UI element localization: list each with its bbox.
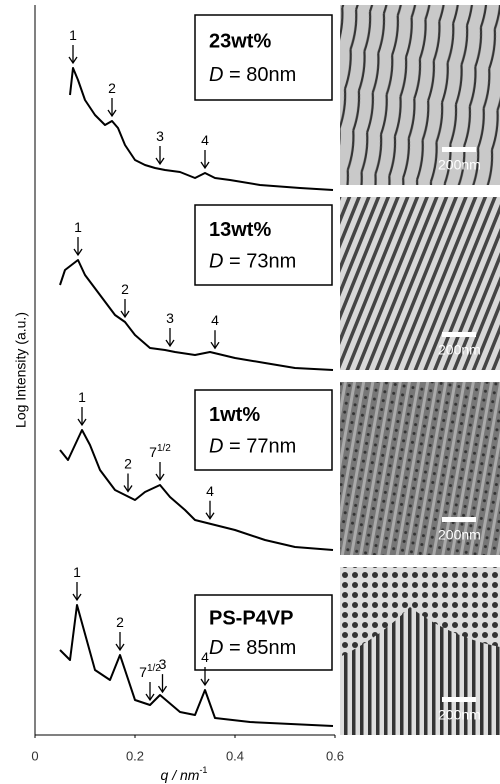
peak-label: 4 xyxy=(201,132,209,148)
spacing-symbol: D xyxy=(209,251,223,273)
peak-label-text: 2 xyxy=(121,281,129,297)
peak-arrowhead xyxy=(120,310,130,319)
scale-bar-label: 200nm xyxy=(438,157,481,173)
peak-label: 2 xyxy=(121,281,129,297)
peak-label-text: 1 xyxy=(78,389,86,405)
micrograph xyxy=(340,197,500,370)
y-axis-label: Log Intensity (a.u.) xyxy=(13,312,29,428)
peak-label: 4 xyxy=(201,649,209,665)
peak-label: 3 xyxy=(166,310,174,326)
peak-label-text: 7 xyxy=(149,444,157,460)
x-tick-label: 0.4 xyxy=(226,748,244,763)
spacing-text: = 77nm xyxy=(223,436,296,458)
label-box xyxy=(194,594,333,671)
peak-label: 1 xyxy=(69,27,77,43)
peak-label-text: 2 xyxy=(108,80,116,96)
series-name: PS-P4VP xyxy=(209,607,293,629)
peak-arrowhead xyxy=(115,643,125,652)
peak-label: 2 xyxy=(108,80,116,96)
spacing-symbol: D xyxy=(209,64,223,86)
peak-arrowhead xyxy=(77,418,87,427)
peak-arrowhead xyxy=(205,512,215,520)
peak-label-text: 1 xyxy=(69,27,77,43)
micrograph xyxy=(340,382,500,555)
scale-bar-label: 200nm xyxy=(438,342,481,358)
spacing-label: D = 80nm xyxy=(209,64,296,86)
spacing-symbol: D xyxy=(209,637,223,659)
peak-label-text: 4 xyxy=(201,132,209,148)
peak-arrowhead xyxy=(155,157,165,166)
series-name: 1wt% xyxy=(209,404,260,426)
peak-label-text: 3 xyxy=(159,656,167,672)
spacing-label: D = 73nm xyxy=(209,251,296,273)
peak-label: 1 xyxy=(74,219,82,235)
peak-arrowhead xyxy=(200,678,210,687)
curve xyxy=(59,429,334,551)
peak-label-text: 3 xyxy=(156,128,164,144)
curve xyxy=(69,67,334,191)
scale-bar-label: 200nm xyxy=(438,707,481,723)
peak-label-text: 1 xyxy=(73,564,81,580)
label-box xyxy=(194,389,333,471)
peak-label: 4 xyxy=(211,312,219,328)
series-name: 23wt% xyxy=(209,30,271,52)
peak-label-sup: 1/2 xyxy=(147,663,161,674)
peak-arrowhead xyxy=(107,109,117,118)
spacing-label: D = 77nm xyxy=(209,436,296,458)
peak-arrowhead xyxy=(145,693,155,702)
peak-arrowhead xyxy=(155,473,165,482)
x-axis-label-text: q / nm xyxy=(161,767,200,783)
peak-arrowhead xyxy=(210,341,220,350)
peak-label: 1 xyxy=(73,564,81,580)
x-axis-label: q / nm-1 xyxy=(161,765,208,782)
x-tick-label: 0.2 xyxy=(126,748,144,763)
spacing-text: = 80nm xyxy=(223,64,296,86)
x-axis-label-sup: -1 xyxy=(199,765,207,775)
micrograph-stripes xyxy=(340,607,500,735)
peak-label: 71/2 xyxy=(139,663,161,680)
peak-label: 4 xyxy=(206,482,214,498)
peak-arrowhead xyxy=(73,248,83,257)
label-box xyxy=(194,204,333,286)
spacing-text: = 85nm xyxy=(223,637,296,659)
peak-label: 2 xyxy=(124,455,132,471)
curve xyxy=(59,604,334,727)
peak-label: 71/2 xyxy=(149,443,171,460)
peak-label: 1 xyxy=(78,389,86,405)
peak-arrowhead xyxy=(157,685,168,694)
peak-label-text: 2 xyxy=(124,455,132,471)
label-box xyxy=(194,14,333,101)
peak-label-text: 3 xyxy=(166,310,174,326)
curve xyxy=(59,259,334,371)
peak-arrowhead xyxy=(165,339,175,348)
spacing-symbol: D xyxy=(209,436,223,458)
peak-label-text: 4 xyxy=(201,649,209,665)
scale-bar xyxy=(442,517,476,522)
peak-label-text: 2 xyxy=(116,614,124,630)
spacing-text: = 73nm xyxy=(223,251,296,273)
peak-arrowhead xyxy=(123,485,133,493)
peak-label-text: 7 xyxy=(139,664,147,680)
micrograph xyxy=(340,5,500,185)
series-name: 13wt% xyxy=(209,219,271,241)
peak-arrowhead xyxy=(68,56,78,65)
x-tick-label: 0.6 xyxy=(326,748,344,763)
spacing-label: D = 85nm xyxy=(209,637,296,659)
peak-label-text: 1 xyxy=(74,219,82,235)
peak-arrowhead xyxy=(72,593,82,602)
scale-bar xyxy=(442,697,476,702)
scale-bar xyxy=(442,332,476,337)
peak-label: 2 xyxy=(116,614,124,630)
x-tick-label: 0 xyxy=(31,748,38,763)
peak-label-text: 4 xyxy=(211,312,219,328)
peak-label: 3 xyxy=(159,656,167,672)
scale-bar xyxy=(442,147,476,152)
peak-label: 3 xyxy=(156,128,164,144)
peak-label-text: 4 xyxy=(206,482,214,498)
peak-label-sup: 1/2 xyxy=(157,443,171,454)
peak-arrowhead xyxy=(200,161,210,170)
scale-bar-label: 200nm xyxy=(438,527,481,543)
